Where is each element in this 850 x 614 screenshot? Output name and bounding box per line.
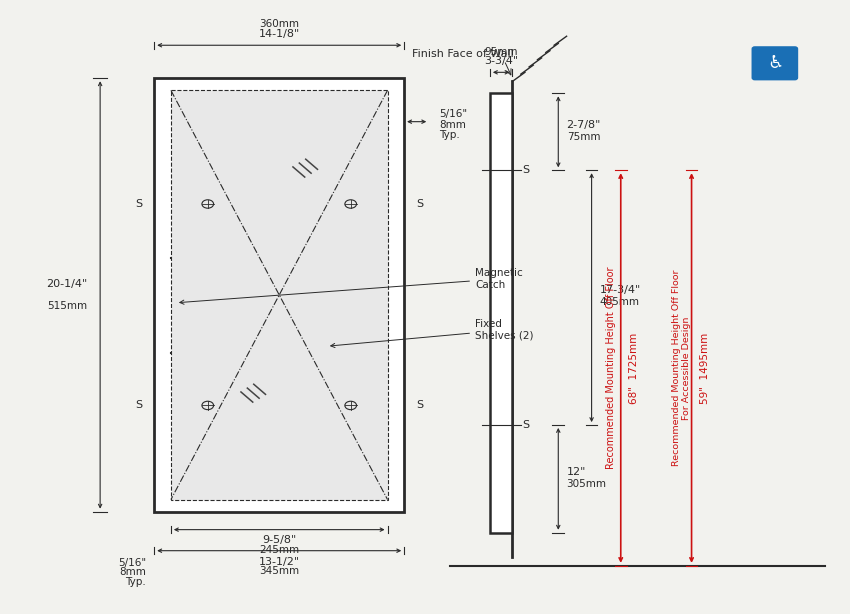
Text: Finish Face of Wall: Finish Face of Wall [411, 49, 513, 60]
Text: Typ.: Typ. [439, 130, 460, 140]
Text: S: S [135, 199, 143, 209]
Text: 17-3/4": 17-3/4" [600, 286, 641, 295]
Text: 12": 12" [567, 467, 586, 476]
Bar [490, 93, 513, 533]
Text: 515mm: 515mm [48, 301, 88, 311]
Text: 59"  1495mm: 59" 1495mm [700, 332, 710, 403]
Text: 14-1/8": 14-1/8" [258, 29, 300, 39]
Text: S: S [416, 400, 423, 410]
Text: 5/16": 5/16" [118, 558, 146, 568]
Text: 405mm: 405mm [600, 297, 640, 308]
Text: 20-1/4": 20-1/4" [47, 279, 88, 289]
Text: Typ.: Typ. [125, 577, 146, 587]
Text: Magnetic
Catch: Magnetic Catch [180, 268, 523, 305]
Text: 75mm: 75mm [567, 131, 600, 142]
Text: 5/16": 5/16" [439, 109, 468, 120]
Text: 245mm: 245mm [259, 545, 299, 555]
Text: ♿: ♿ [767, 54, 783, 72]
Text: Recommended Mounting Height Off Floor
For Accessible Design: Recommended Mounting Height Off Floor Fo… [672, 270, 691, 466]
FancyBboxPatch shape [752, 47, 797, 80]
Text: 345mm: 345mm [259, 566, 299, 576]
Text: 9-5/8": 9-5/8" [262, 535, 297, 545]
Text: 95mm: 95mm [484, 47, 518, 57]
Bar [171, 90, 388, 500]
Text: S: S [135, 400, 143, 410]
Text: S: S [416, 199, 423, 209]
Text: 305mm: 305mm [567, 479, 607, 489]
Bar [154, 79, 404, 511]
Text: 360mm: 360mm [259, 19, 299, 29]
Text: 2-7/8": 2-7/8" [567, 120, 601, 130]
Text: S: S [523, 420, 530, 430]
Text: 68"  1725mm: 68" 1725mm [629, 332, 639, 403]
Text: 8mm: 8mm [119, 567, 146, 577]
Text: Recommended Mounting Height Off Floor: Recommended Mounting Height Off Floor [606, 266, 615, 469]
Text: Fixed
Shelves (2): Fixed Shelves (2) [331, 319, 534, 348]
Text: 8mm: 8mm [439, 120, 466, 130]
Text: S: S [523, 165, 530, 175]
Text: 3-3/4": 3-3/4" [484, 56, 518, 66]
Text: 13-1/2": 13-1/2" [258, 556, 300, 567]
